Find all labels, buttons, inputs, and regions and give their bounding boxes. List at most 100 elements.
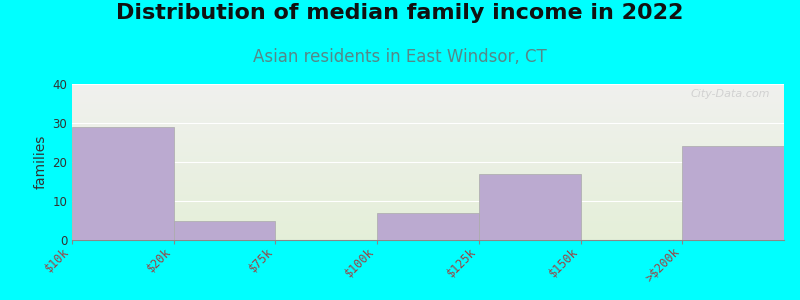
Bar — [72, 169, 784, 170]
Bar — [72, 177, 784, 178]
Bar — [72, 234, 784, 235]
Bar — [72, 85, 784, 86]
Bar — [72, 173, 784, 174]
Bar — [72, 122, 784, 123]
Bar — [72, 127, 784, 128]
Bar — [72, 157, 784, 158]
Y-axis label: families: families — [34, 135, 48, 189]
Bar — [72, 187, 784, 188]
Bar — [72, 152, 784, 153]
Bar — [72, 99, 784, 100]
Bar — [72, 233, 784, 234]
Bar — [72, 128, 784, 129]
Bar — [72, 171, 784, 172]
Bar — [72, 220, 784, 221]
Bar — [72, 232, 784, 233]
Bar — [72, 228, 784, 229]
Bar — [72, 97, 784, 98]
Bar — [72, 215, 784, 216]
Bar — [72, 198, 784, 199]
Bar — [72, 176, 784, 177]
Bar — [72, 125, 784, 126]
Bar — [72, 111, 784, 112]
Bar — [72, 191, 784, 192]
Bar — [72, 207, 784, 208]
Bar — [72, 165, 784, 166]
Bar — [377, 213, 479, 240]
Bar — [72, 178, 784, 179]
Bar — [72, 218, 784, 219]
Bar — [72, 127, 174, 240]
Bar — [72, 100, 784, 101]
Bar — [72, 140, 784, 141]
Bar — [72, 227, 784, 228]
Text: City-Data.com: City-Data.com — [690, 89, 770, 99]
Bar — [72, 121, 784, 122]
Bar — [72, 225, 784, 226]
Bar — [72, 156, 784, 157]
Bar — [72, 113, 784, 114]
Bar — [72, 144, 784, 145]
Bar — [72, 174, 784, 175]
Bar — [72, 135, 784, 136]
Bar — [72, 102, 784, 103]
Bar — [72, 209, 784, 210]
Bar — [72, 131, 784, 132]
Bar — [72, 222, 784, 223]
Bar — [72, 138, 784, 139]
Bar — [72, 104, 784, 105]
Bar — [72, 236, 784, 237]
Bar — [72, 114, 784, 115]
Bar — [72, 158, 784, 159]
Bar — [72, 213, 784, 214]
Bar — [72, 101, 784, 102]
Bar — [72, 221, 784, 222]
Bar — [72, 237, 784, 238]
Bar — [72, 212, 784, 213]
Bar — [72, 163, 784, 164]
Bar — [72, 100, 784, 101]
Bar — [72, 160, 784, 161]
Bar — [72, 193, 784, 194]
Bar — [72, 226, 784, 227]
Bar — [72, 188, 784, 189]
Bar — [72, 183, 784, 184]
Bar — [72, 239, 784, 240]
Bar — [72, 203, 784, 204]
Bar — [72, 231, 784, 232]
Bar — [72, 112, 784, 113]
Bar — [682, 146, 784, 240]
Bar — [72, 161, 784, 162]
Bar — [72, 166, 784, 167]
Bar — [72, 199, 784, 200]
Bar — [72, 154, 784, 155]
Bar — [72, 238, 784, 239]
Bar — [72, 126, 784, 127]
Bar — [72, 186, 784, 187]
Bar — [72, 133, 784, 134]
Bar — [72, 88, 784, 89]
Bar — [72, 103, 784, 104]
Bar — [72, 90, 784, 91]
Bar — [72, 123, 784, 124]
Bar — [72, 200, 784, 201]
Bar — [72, 139, 784, 140]
Bar — [72, 117, 784, 118]
Bar — [72, 189, 784, 190]
Bar — [72, 168, 784, 169]
Bar — [72, 93, 784, 94]
Bar — [72, 181, 784, 182]
Bar — [72, 145, 784, 146]
Bar — [72, 184, 784, 185]
Bar — [72, 194, 784, 195]
Bar — [72, 219, 784, 220]
Bar — [72, 132, 784, 133]
Bar — [72, 134, 784, 135]
Bar — [72, 196, 784, 197]
Bar — [72, 175, 784, 176]
Bar — [72, 110, 784, 111]
Bar — [72, 92, 784, 93]
Bar — [72, 195, 784, 196]
Bar — [72, 98, 784, 99]
Bar — [72, 185, 784, 186]
